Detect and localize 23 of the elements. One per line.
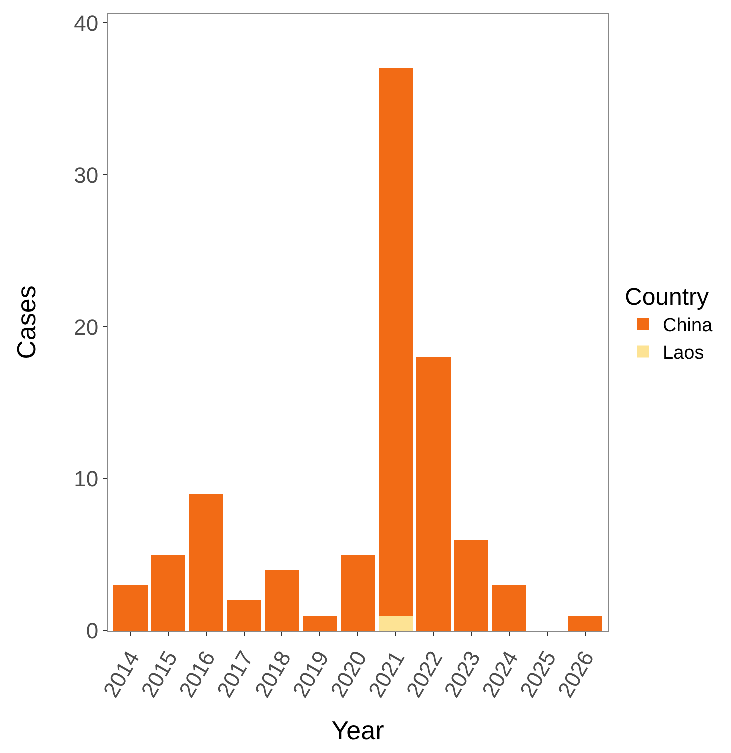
y-tick-label: 0 [86,618,99,644]
legend-label: China [663,315,714,336]
y-tick-label: 30 [74,162,99,188]
bar [492,585,527,631]
bar [303,616,338,631]
legend-title: Country [625,284,710,312]
bar [114,585,148,631]
bar [265,570,300,631]
legend-label: Laos [663,343,704,364]
bar [189,494,224,631]
bar [416,357,451,631]
x-axis-title: Year [332,715,385,746]
bar [152,555,186,631]
bar [378,68,413,616]
bar [454,540,489,631]
y-tick-label: 40 [74,10,99,36]
y-axis-title: Cases [12,286,42,360]
bar [227,600,262,631]
y-tick-label: 10 [74,466,99,492]
bar [378,616,413,631]
bar [568,616,602,631]
y-tick-label: 20 [74,314,99,340]
bar [340,555,376,631]
